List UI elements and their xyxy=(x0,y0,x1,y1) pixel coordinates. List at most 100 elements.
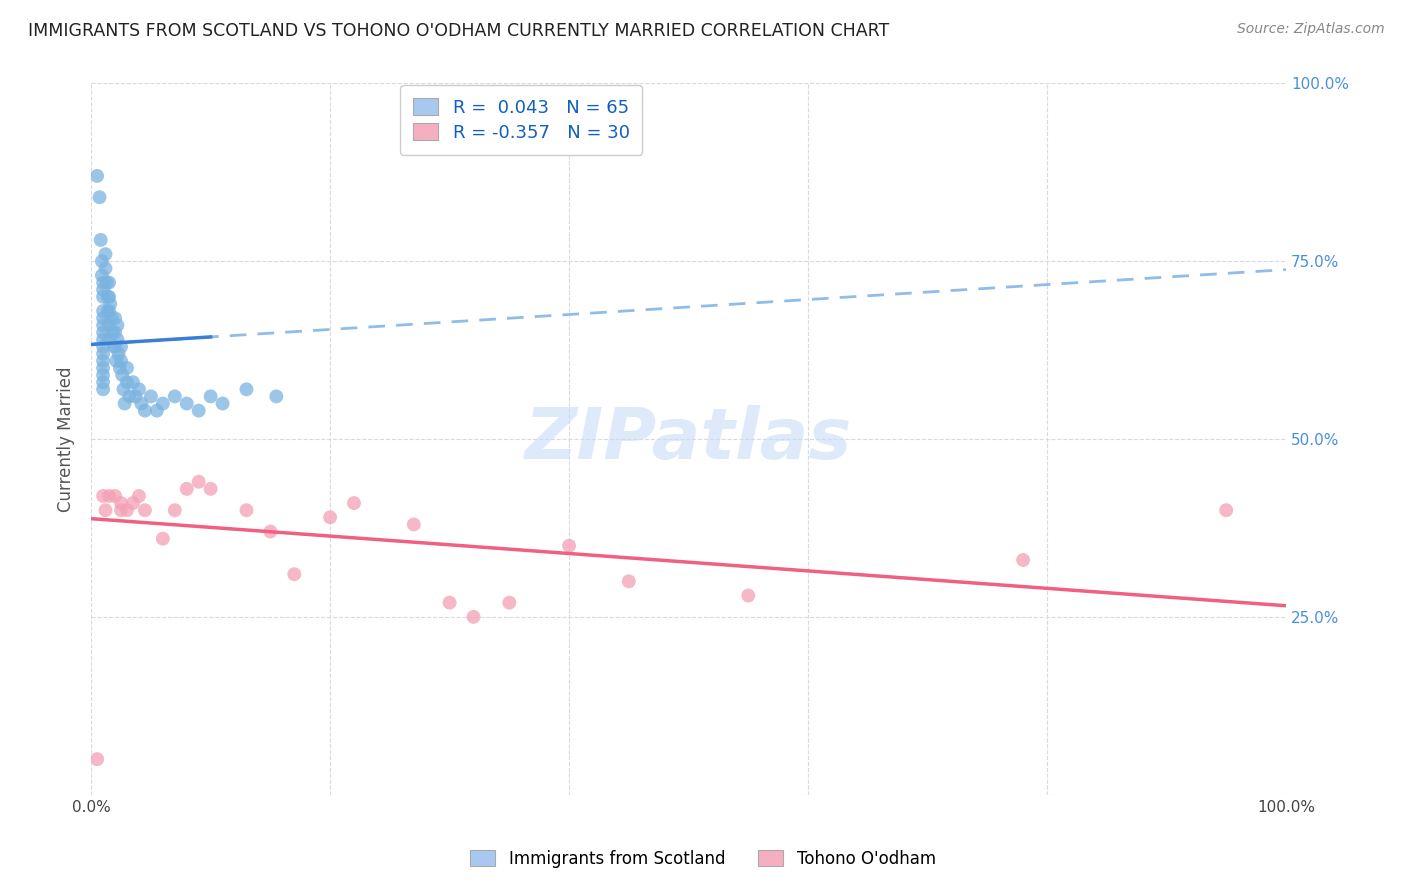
Point xyxy=(86,752,108,766)
Point xyxy=(200,389,222,403)
Point xyxy=(97,290,120,304)
Point xyxy=(259,524,281,539)
Point xyxy=(112,382,135,396)
Point xyxy=(91,382,114,396)
Point xyxy=(235,503,257,517)
Point xyxy=(139,389,162,403)
Point xyxy=(122,496,145,510)
Point xyxy=(91,368,114,382)
Point xyxy=(115,375,138,389)
Point xyxy=(91,283,114,297)
Point xyxy=(98,489,121,503)
Point xyxy=(107,318,129,333)
Point xyxy=(86,169,108,183)
Point xyxy=(104,340,127,354)
Point xyxy=(114,396,136,410)
Point xyxy=(98,318,121,333)
Point xyxy=(124,389,146,403)
Point xyxy=(152,532,174,546)
Text: IMMIGRANTS FROM SCOTLAND VS TOHONO O'ODHAM CURRENTLY MARRIED CORRELATION CHART: IMMIGRANTS FROM SCOTLAND VS TOHONO O'ODH… xyxy=(28,22,890,40)
Point xyxy=(110,503,132,517)
Point xyxy=(115,503,138,517)
Point xyxy=(134,403,156,417)
Point xyxy=(91,340,114,354)
Point xyxy=(110,354,132,368)
Point xyxy=(146,403,169,417)
Point xyxy=(89,190,111,204)
Point xyxy=(134,503,156,517)
Legend: Immigrants from Scotland, Tohono O'odham: Immigrants from Scotland, Tohono O'odham xyxy=(464,844,942,875)
Point xyxy=(319,510,342,524)
Point xyxy=(97,304,120,318)
Text: Source: ZipAtlas.com: Source: ZipAtlas.com xyxy=(1237,22,1385,37)
Point xyxy=(91,489,114,503)
Point xyxy=(115,360,138,375)
Point xyxy=(91,290,114,304)
Point xyxy=(128,489,150,503)
Point xyxy=(91,326,114,340)
Point xyxy=(1215,503,1237,517)
Point xyxy=(91,333,114,347)
Point xyxy=(558,539,581,553)
Point xyxy=(103,340,125,354)
Point xyxy=(176,396,198,410)
Point xyxy=(91,304,114,318)
Point xyxy=(211,396,233,410)
Point xyxy=(90,233,112,247)
Point xyxy=(98,276,121,290)
Point xyxy=(96,276,118,290)
Point xyxy=(187,403,209,417)
Point xyxy=(94,247,117,261)
Point xyxy=(94,503,117,517)
Point xyxy=(90,268,112,283)
Legend: R =  0.043   N = 65, R = -0.357   N = 30: R = 0.043 N = 65, R = -0.357 N = 30 xyxy=(401,86,643,154)
Point xyxy=(105,354,128,368)
Point xyxy=(104,311,127,326)
Point xyxy=(110,496,132,510)
Point xyxy=(122,375,145,389)
Point xyxy=(91,347,114,361)
Point xyxy=(108,360,131,375)
Point xyxy=(98,333,121,347)
Point xyxy=(1012,553,1035,567)
Point xyxy=(104,489,127,503)
Point xyxy=(104,326,127,340)
Y-axis label: Currently Married: Currently Married xyxy=(58,367,75,512)
Point xyxy=(91,360,114,375)
Point xyxy=(343,496,366,510)
Point xyxy=(107,347,129,361)
Point xyxy=(91,354,114,368)
Point xyxy=(402,517,425,532)
Point xyxy=(498,596,520,610)
Point xyxy=(118,389,141,403)
Point xyxy=(100,311,122,326)
Point xyxy=(98,290,121,304)
Point xyxy=(463,610,485,624)
Point xyxy=(163,503,186,517)
Point xyxy=(283,567,305,582)
Point xyxy=(266,389,288,403)
Text: ZIPatlas: ZIPatlas xyxy=(524,405,852,474)
Point xyxy=(187,475,209,489)
Point xyxy=(90,254,112,268)
Point xyxy=(439,596,461,610)
Point xyxy=(110,340,132,354)
Point xyxy=(235,382,257,396)
Point xyxy=(176,482,198,496)
Point xyxy=(111,368,134,382)
Point xyxy=(91,276,114,290)
Point xyxy=(101,326,124,340)
Point xyxy=(163,389,186,403)
Point xyxy=(131,396,153,410)
Point xyxy=(98,304,121,318)
Point xyxy=(737,589,759,603)
Point xyxy=(107,333,129,347)
Point xyxy=(94,261,117,276)
Point xyxy=(91,311,114,326)
Point xyxy=(91,318,114,333)
Point xyxy=(152,396,174,410)
Point xyxy=(98,297,121,311)
Point xyxy=(128,382,150,396)
Point xyxy=(617,574,640,589)
Point xyxy=(91,375,114,389)
